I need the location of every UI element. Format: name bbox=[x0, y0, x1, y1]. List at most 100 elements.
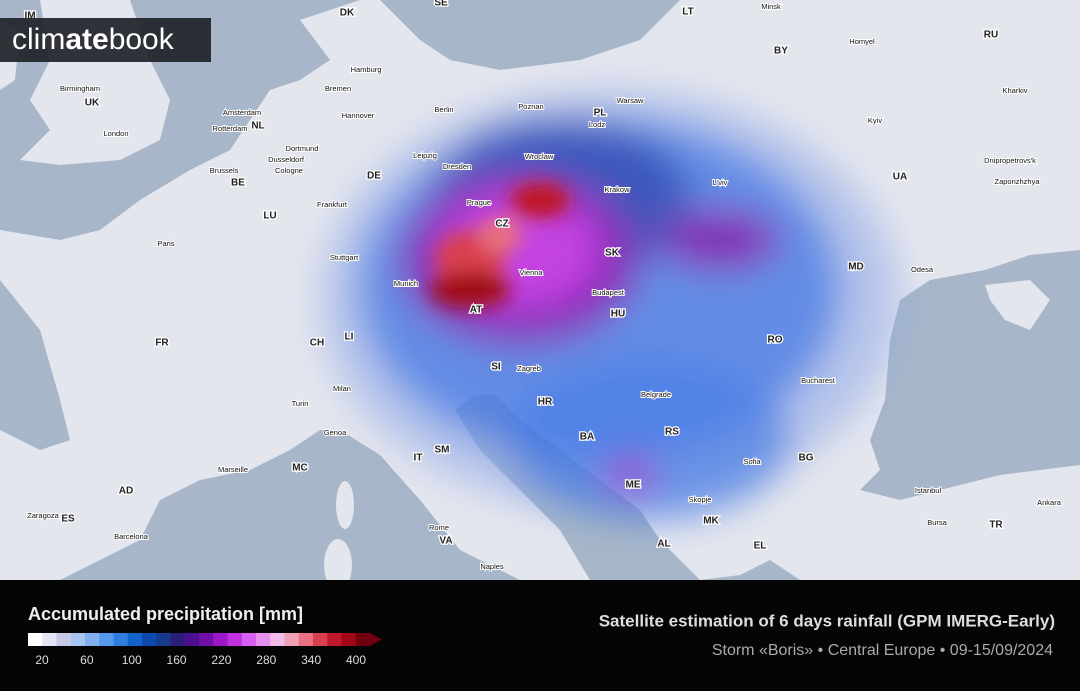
colorbar-segment bbox=[241, 633, 257, 646]
country-label: VA bbox=[439, 536, 452, 547]
country-label: ES bbox=[61, 514, 75, 525]
colorbar-segment bbox=[213, 633, 228, 646]
city-label: London bbox=[103, 129, 128, 138]
city-label: Frankfurt bbox=[317, 200, 348, 209]
city-label: Belgrade bbox=[641, 390, 671, 399]
city-label: Brussels bbox=[210, 166, 239, 175]
city-label: Prague bbox=[467, 198, 491, 207]
city-label: Berlin bbox=[434, 105, 453, 114]
city-label: Naples bbox=[480, 562, 504, 571]
country-label: BE bbox=[231, 178, 245, 189]
country-label: NL bbox=[251, 121, 264, 132]
city-label: Dresden bbox=[443, 162, 471, 171]
legend-title: Accumulated precipitation [mm] bbox=[28, 604, 303, 624]
colorbar-tick-label: 160 bbox=[167, 653, 187, 667]
city-label: Zagreb bbox=[517, 364, 541, 373]
country-label: AT bbox=[470, 305, 483, 316]
country-label: LI bbox=[345, 332, 354, 343]
logo-part: clim bbox=[12, 23, 65, 56]
city-label: Homyel bbox=[849, 37, 875, 46]
crimea bbox=[985, 280, 1050, 330]
colorbar-tick-label: 220 bbox=[211, 653, 231, 667]
sardinia bbox=[324, 539, 352, 580]
city-label: Milan bbox=[333, 384, 351, 393]
map-labels: Minsk Homyel Hamburg Bremen Birmingham Amster… bbox=[23, 0, 1063, 572]
city-label: Leipzig bbox=[413, 151, 437, 160]
city-label: Skopje bbox=[689, 495, 712, 504]
city-label: Turin bbox=[292, 399, 309, 408]
colorbar-segment bbox=[142, 633, 157, 646]
colorbar-segment bbox=[99, 633, 114, 646]
country-label: CH bbox=[310, 338, 324, 349]
city-label: Kharkiv bbox=[1002, 86, 1027, 95]
precipitation-field bbox=[320, 90, 900, 520]
city-label: Bursa bbox=[927, 518, 947, 527]
city-label: Poznan bbox=[518, 102, 543, 111]
city-label: Bremen bbox=[325, 84, 351, 93]
colorbar-segment bbox=[42, 633, 57, 646]
colorbar-segment bbox=[127, 633, 143, 646]
city-label: Cologne bbox=[275, 166, 303, 175]
city-label: Zaragoza bbox=[27, 511, 60, 520]
city-label: Dusseldorf bbox=[268, 155, 305, 164]
colorbar-arrow bbox=[370, 633, 382, 646]
city-label: Amsterdam bbox=[223, 108, 261, 117]
city-label: Minsk bbox=[761, 2, 781, 11]
city-label: Marseille bbox=[218, 465, 248, 474]
colorbar-segment bbox=[355, 633, 371, 646]
city-label: Bucharest bbox=[801, 376, 836, 385]
country-label: RU bbox=[984, 30, 998, 41]
colorbar-tick-label: 60 bbox=[80, 653, 94, 667]
city-label: Dnipropetrovs'k bbox=[984, 156, 1036, 165]
city-label: Paris bbox=[157, 239, 174, 248]
city-label: Birmingham bbox=[60, 84, 100, 93]
city-label: L'viv bbox=[713, 178, 728, 187]
country-label: DK bbox=[340, 8, 355, 19]
logo-part: book bbox=[109, 23, 175, 56]
country-label: BG bbox=[799, 453, 814, 464]
colorbar-segment bbox=[28, 633, 43, 646]
country-label: CZ bbox=[495, 219, 508, 230]
country-label: UK bbox=[85, 98, 100, 109]
colorbar-segment bbox=[313, 633, 328, 646]
colorbar-segment bbox=[113, 633, 129, 646]
colorbar-segment bbox=[298, 633, 314, 646]
city-label: Budapest bbox=[592, 288, 625, 297]
colorbar-segment bbox=[270, 633, 285, 646]
city-label: Lodz bbox=[589, 120, 606, 129]
colorbar-tick-label: 20 bbox=[35, 653, 49, 667]
country-label: IT bbox=[414, 453, 423, 464]
city-label: Munich bbox=[394, 279, 418, 288]
corsica bbox=[336, 481, 354, 529]
country-label: BY bbox=[774, 46, 788, 57]
colorbar-tick-label: 400 bbox=[346, 653, 366, 667]
city-label: Hamburg bbox=[351, 65, 382, 74]
city-label: Istanbul bbox=[915, 486, 942, 495]
city-label: Wroclaw bbox=[525, 152, 554, 161]
logo-part: ate bbox=[65, 23, 108, 56]
city-label: Ankara bbox=[1037, 498, 1062, 507]
colorbar-segment bbox=[184, 633, 200, 646]
colorbar-segment bbox=[56, 633, 72, 646]
country-label: SE bbox=[434, 0, 448, 9]
city-label: Zaporizhzhya bbox=[994, 177, 1040, 186]
country-label: AD bbox=[119, 486, 133, 497]
colorbar-tick-label: 280 bbox=[256, 653, 276, 667]
country-label: SM bbox=[435, 445, 450, 456]
country-label: MC bbox=[292, 463, 308, 474]
city-label: Warsaw bbox=[617, 96, 644, 105]
colorbar-tick-label: 100 bbox=[122, 653, 142, 667]
logo: climatebook bbox=[12, 23, 175, 56]
colorbar-segment bbox=[156, 633, 171, 646]
city-label: Dortmund bbox=[286, 144, 319, 153]
city-label: Barcelona bbox=[114, 532, 149, 541]
colorbar-segment bbox=[227, 633, 243, 646]
map bbox=[0, 0, 1080, 580]
colorbar-segment bbox=[199, 633, 214, 646]
colorbar-segment bbox=[341, 633, 357, 646]
city-label: Odesa bbox=[911, 265, 934, 274]
colorbar-segment bbox=[85, 633, 100, 646]
country-label: EL bbox=[754, 541, 767, 552]
country-label: HR bbox=[538, 397, 553, 408]
colorbar-tick-label: 340 bbox=[301, 653, 321, 667]
